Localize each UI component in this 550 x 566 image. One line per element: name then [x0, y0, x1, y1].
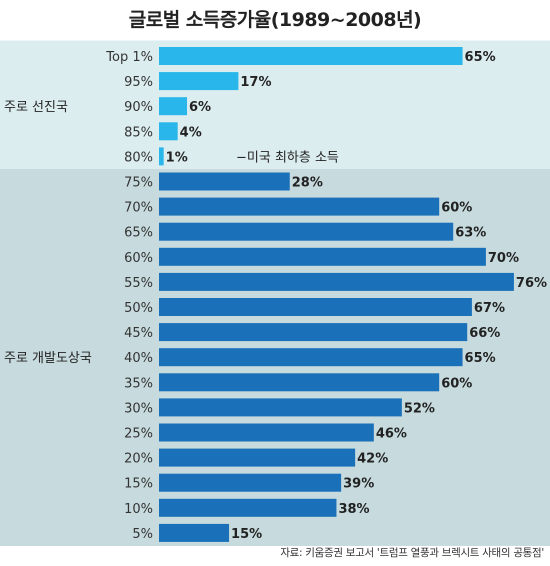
bar: [159, 47, 463, 65]
bar: [159, 272, 514, 291]
category-label: 10%: [124, 502, 153, 517]
category-label: 20%: [124, 452, 153, 467]
category-label: 70%: [124, 201, 153, 216]
bar: [159, 323, 468, 342]
category-label: 30%: [124, 401, 153, 416]
value-label: 42%: [357, 452, 388, 467]
annotation-us-lowest-income: −미국 최하층 소득: [236, 150, 339, 165]
category-label: 80%: [124, 150, 153, 165]
chart-title: 글로벌 소득증가율(1989~2008년): [129, 9, 421, 31]
value-label: 15%: [231, 527, 262, 542]
bar: [159, 97, 188, 116]
bar: [159, 72, 239, 91]
source-note: 자료: 키움증권 보고서 '트럼프 열풍과 브렉시트 사태의 공통점': [280, 546, 544, 559]
category-label: 5%: [132, 527, 153, 542]
bar: [159, 298, 472, 316]
value-label: 1%: [166, 150, 188, 165]
value-label: 38%: [338, 502, 369, 517]
category-label: 25%: [124, 427, 153, 442]
value-label: 60%: [441, 201, 472, 216]
group-label-1: 주로 개발도상국: [4, 351, 92, 366]
value-label: 65%: [465, 351, 496, 366]
category-label: Top 1%: [105, 50, 153, 65]
value-label: 46%: [376, 427, 407, 442]
value-label: 52%: [404, 401, 435, 416]
bar: [159, 448, 356, 467]
value-label: 63%: [455, 226, 486, 241]
bar: [159, 147, 164, 166]
value-label: 66%: [469, 326, 500, 341]
value-label: 65%: [465, 50, 496, 65]
bar: [159, 398, 402, 417]
value-label: 60%: [441, 376, 472, 391]
category-label: 35%: [124, 376, 153, 391]
category-label: 85%: [124, 125, 153, 140]
group-label-0: 주로 선진국: [4, 100, 68, 115]
category-label: 60%: [124, 251, 153, 266]
category-label: 55%: [124, 276, 153, 291]
value-label: 76%: [516, 276, 547, 291]
bar: [159, 473, 342, 492]
category-label: 95%: [124, 75, 153, 90]
bar: [159, 498, 337, 517]
value-label: 6%: [189, 100, 211, 115]
value-label: 70%: [488, 251, 519, 266]
bar: [159, 523, 230, 542]
value-label: 39%: [343, 477, 374, 492]
value-label: 67%: [474, 301, 505, 316]
bar: [159, 348, 463, 367]
bar: [159, 197, 440, 216]
category-label: 45%: [124, 326, 153, 341]
value-label: 17%: [240, 75, 271, 90]
category-label: 75%: [124, 176, 153, 191]
value-label: 28%: [292, 176, 323, 191]
bar: [159, 247, 486, 266]
bar: [159, 122, 178, 141]
category-label: 15%: [124, 477, 153, 492]
bar: [159, 222, 454, 241]
category-label: 40%: [124, 351, 153, 366]
category-label: 50%: [124, 301, 153, 316]
bar: [159, 373, 440, 392]
value-label: 4%: [180, 125, 202, 140]
bar: [159, 172, 290, 191]
category-label: 65%: [124, 226, 153, 241]
category-label: 90%: [124, 100, 153, 115]
bar: [159, 423, 374, 442]
